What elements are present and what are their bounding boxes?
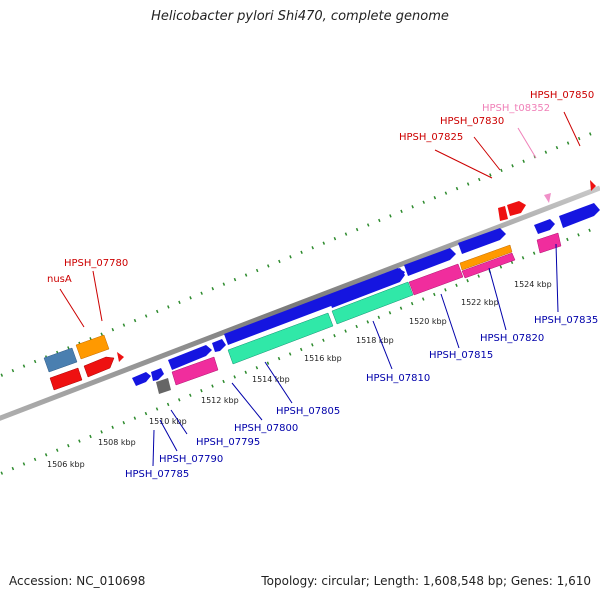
cds-blue-07800[interactable] (212, 339, 226, 352)
label-hpsh-07805[interactable]: HPSH_07805 (276, 406, 340, 417)
cds-gray[interactable] (156, 378, 171, 394)
cds-red-07780a[interactable] (49, 367, 83, 391)
cds-blue-07810[interactable] (328, 268, 405, 308)
cds-blue-07795[interactable] (168, 345, 212, 370)
label-hpsh-07800[interactable]: HPSH_07800 (234, 423, 298, 434)
label-hpsh-07795[interactable]: HPSH_07795 (196, 437, 260, 448)
label-hpsh-07780[interactable]: HPSH_07780 (64, 258, 128, 269)
scale-label: 1512 kbp (201, 396, 239, 405)
upper-strand-genes (43, 180, 596, 391)
label-hpsh-07835[interactable]: HPSH_07835 (534, 315, 598, 326)
lower-strand-genes (132, 203, 600, 394)
label-hpsh-07810[interactable]: HPSH_07810 (366, 373, 430, 384)
genome-backbone (0, 185, 600, 421)
cds-red-07850[interactable] (590, 180, 596, 191)
footer-summary: Topology: circular; Length: 1,608,548 bp… (261, 574, 591, 588)
scale-label: 1518 kbp (356, 336, 394, 345)
cds-blue-07835b[interactable] (559, 203, 600, 228)
scale-label: 1520 kbp (409, 317, 447, 326)
trna-t08352[interactable] (544, 193, 551, 203)
scale-label: 1524 kbp (514, 280, 552, 289)
label-hpsh-07815[interactable]: HPSH_07815 (429, 350, 493, 361)
cds-green-07810[interactable] (331, 281, 414, 325)
cds-blue-07785[interactable] (132, 372, 151, 386)
cds-red-small-arrow[interactable] (117, 352, 124, 362)
scale-label: 1510 kbp (149, 417, 187, 426)
scale-label: 1506 kbp (47, 460, 85, 469)
cds-green-07805[interactable] (227, 312, 334, 365)
scale-label: 1514 kbp (252, 375, 290, 384)
cds-steelblue[interactable] (43, 347, 78, 373)
cds-blue-07835a[interactable] (534, 219, 555, 234)
label-hpsh-07850[interactable]: HPSH_07850 (530, 90, 594, 101)
label-hpsh-07825[interactable]: HPSH_07825 (399, 132, 463, 143)
footer-accession: Accession: NC_010698 (9, 574, 146, 588)
cds-magenta-07815[interactable] (408, 263, 464, 296)
label-nusA[interactable]: nusA (47, 274, 72, 285)
upper-gene-labels: HPSH_07850 HPSH_t08352 HPSH_07830 HPSH_0… (47, 90, 594, 285)
cds-orange-nusA[interactable] (75, 334, 110, 360)
label-hpsh-07820[interactable]: HPSH_07820 (480, 333, 544, 344)
label-hpsh-07790[interactable]: HPSH_07790 (159, 454, 223, 465)
cds-red-07830[interactable] (507, 201, 526, 216)
map-title: Helicobacter pylori Shi470, complete gen… (151, 9, 449, 24)
scale-label: 1516 kbp (304, 354, 342, 363)
cds-orange-07820[interactable] (459, 244, 513, 271)
upper-leader-lines (59, 111, 581, 328)
cds-red-07780b[interactable] (83, 356, 115, 378)
cds-magenta-07835[interactable] (536, 232, 562, 254)
cds-magenta-07800[interactable] (171, 356, 219, 386)
cds-blue-07820[interactable] (458, 228, 506, 254)
cds-blue-07790[interactable] (151, 368, 164, 381)
lower-leader-lines (152, 243, 559, 467)
label-hpsh-t08352[interactable]: HPSH_t08352 (482, 103, 550, 114)
scale-label: 1522 kbp (461, 298, 499, 307)
cds-blue-07815[interactable] (404, 248, 456, 276)
lower-gene-labels: HPSH_07835 HPSH_07820 HPSH_07815 HPSH_07… (125, 315, 598, 480)
label-hpsh-07785[interactable]: HPSH_07785 (125, 469, 189, 480)
cds-red-07825[interactable] (498, 206, 508, 221)
cds-magenta-07820[interactable] (461, 252, 516, 279)
label-hpsh-07830[interactable]: HPSH_07830 (440, 116, 504, 127)
scale-label: 1508 kbp (98, 438, 136, 447)
scale-labels: 1506 kbp 1508 kbp 1510 kbp 1512 kbp 1514… (47, 280, 552, 469)
